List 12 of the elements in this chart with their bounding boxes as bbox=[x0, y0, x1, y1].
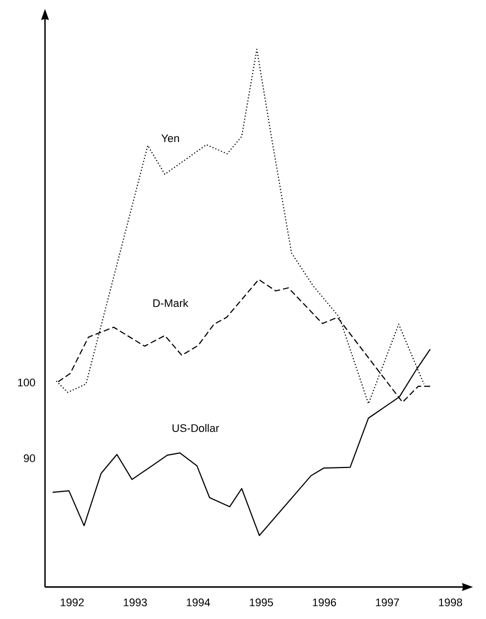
x-tick-label: 1995 bbox=[250, 598, 273, 606]
x-tick-label: 1994 bbox=[186, 598, 210, 606]
text: D-Mark bbox=[153, 298, 188, 308]
text: US-Dollar bbox=[172, 424, 220, 432]
series-label: Yen bbox=[161, 134, 179, 142]
x-tick-label: 1997 bbox=[376, 598, 399, 606]
x-tick-label: 1998 bbox=[439, 598, 462, 606]
x-tick-label: 1996 bbox=[312, 598, 336, 606]
y-tick-label: 90 bbox=[24, 454, 36, 462]
x-tick-label: 1993 bbox=[124, 598, 147, 606]
x-tick-label: 1992 bbox=[60, 598, 84, 606]
y-tick-label: 100 bbox=[18, 378, 36, 386]
